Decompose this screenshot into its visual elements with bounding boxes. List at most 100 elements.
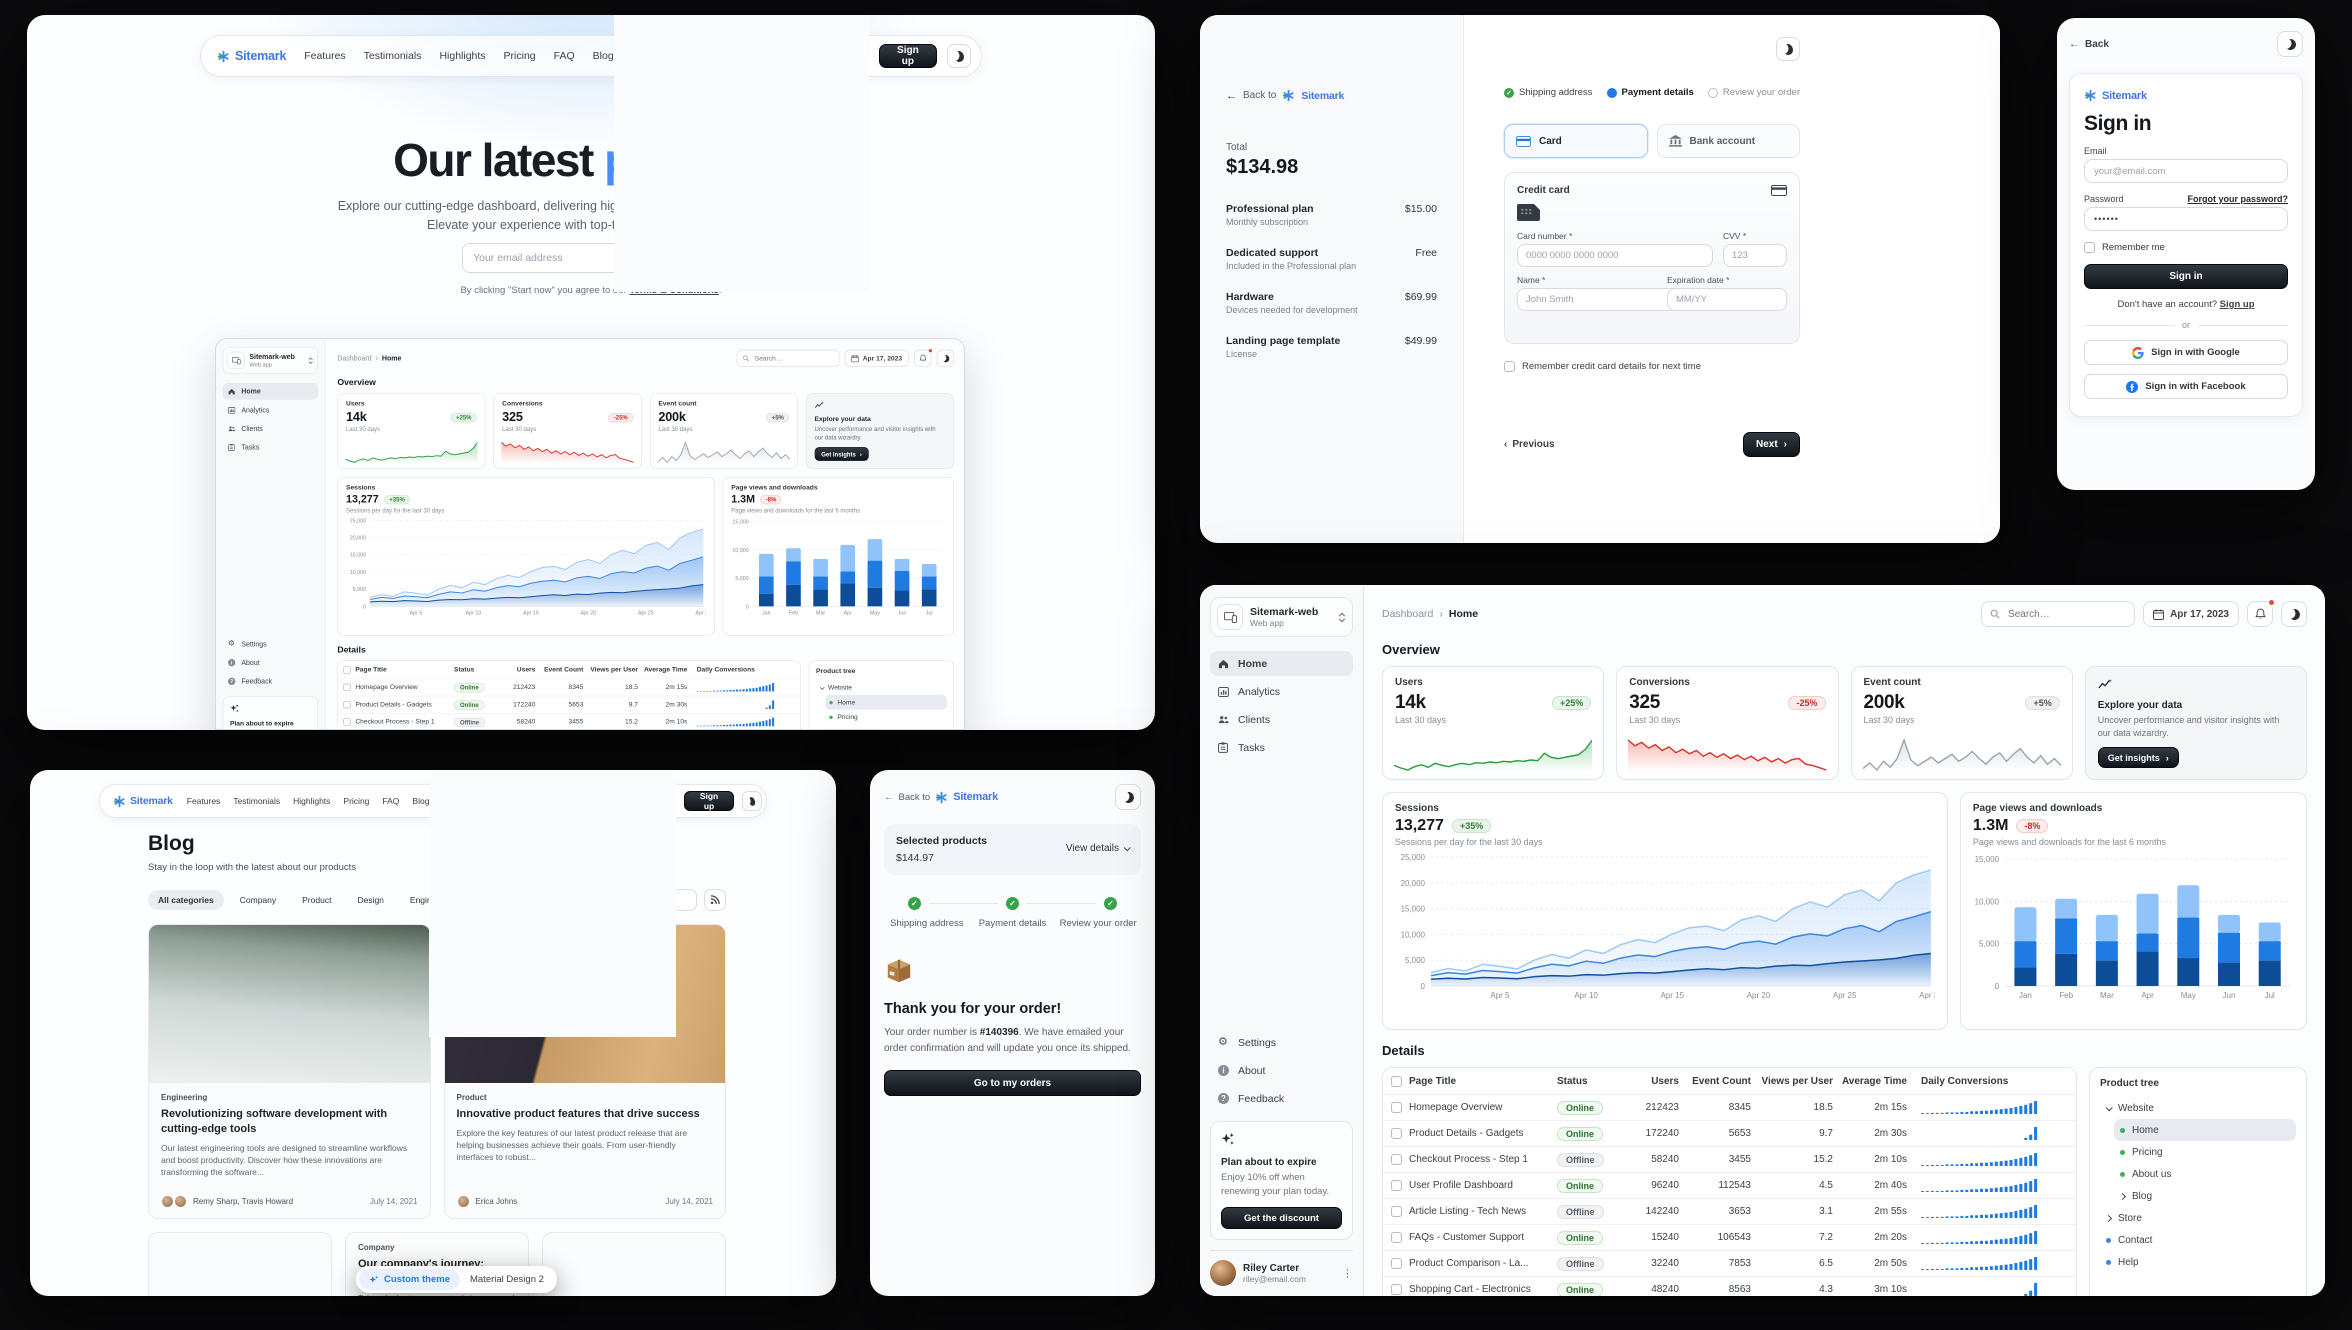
nav-link-pricing[interactable]: Pricing xyxy=(503,50,536,62)
table-row[interactable]: Shopping Cart - Electronics Online 48240… xyxy=(1383,1277,2076,1296)
row-checkbox[interactable] xyxy=(343,701,351,709)
checkbox[interactable] xyxy=(2084,242,2095,253)
next-button[interactable]: Next › xyxy=(1742,432,1800,457)
password-input[interactable]: •••••• xyxy=(2084,207,2288,231)
sidebar-item-about[interactable]: i About xyxy=(1210,1058,1353,1083)
theme-toggle-button[interactable] xyxy=(1115,784,1141,810)
table-row[interactable]: Checkout Process - Step 1 Offline 58240 … xyxy=(338,714,800,729)
sidebar-item-analytics[interactable]: Analytics xyxy=(223,402,318,419)
expiration-input[interactable] xyxy=(1667,288,1787,311)
sidebar-item-home[interactable]: Home xyxy=(1210,651,1353,676)
signup-button[interactable]: Sign up xyxy=(684,791,734,811)
theme-toggle-button[interactable] xyxy=(1776,37,1800,61)
table-row[interactable]: Homepage Overview Online 212423 8345 18.… xyxy=(338,679,801,697)
tree-item-blog[interactable]: Blog xyxy=(2114,1185,2296,1207)
email-input[interactable] xyxy=(462,243,633,273)
chip-all-categories[interactable]: All categories xyxy=(148,890,224,910)
row-checkbox[interactable] xyxy=(1390,1284,1402,1295)
payment-method-card[interactable]: Card xyxy=(1504,124,1648,158)
checkbox[interactable] xyxy=(1504,361,1515,372)
notifications-button[interactable] xyxy=(2247,599,2275,627)
theme-toggle-button[interactable] xyxy=(947,44,971,68)
date-picker-button[interactable]: Apr 17, 2023 xyxy=(844,349,909,368)
sidebar-item-settings[interactable]: ⚙ Settings xyxy=(228,639,267,649)
select-all-checkbox[interactable] xyxy=(343,666,351,674)
sidebar-item-clients[interactable]: Clients xyxy=(223,420,318,437)
table-row[interactable]: Homepage Overview Online 212423 8345 18.… xyxy=(1383,1095,2076,1121)
facebook-signin-button[interactable]: Sign in with Facebook xyxy=(2084,374,2288,399)
theme-toggle-button[interactable] xyxy=(936,349,955,368)
step-shipping-address[interactable]: ✓ Shipping address xyxy=(1504,87,1592,98)
nav-link-highlights[interactable]: Highlights xyxy=(293,796,331,806)
back-to-home-link[interactable]: ← Back to Sitemark xyxy=(884,791,999,803)
tree-item-pricing[interactable]: Pricing xyxy=(2114,1141,2296,1163)
get-insights-button[interactable]: Get insights › xyxy=(2097,747,2179,769)
sidebar-item-tasks[interactable]: Tasks xyxy=(223,439,318,456)
more-options-icon[interactable]: ⋮ xyxy=(1342,1267,1353,1280)
chip-design[interactable]: Design xyxy=(357,895,384,905)
view-details-button[interactable]: View details xyxy=(1066,843,1131,854)
stat-card-event-count[interactable]: Event count 200k +5% Last 30 days xyxy=(1850,666,2073,780)
row-checkbox[interactable] xyxy=(1390,1206,1402,1217)
table-row[interactable]: User Profile Dashboard Online 96240 1125… xyxy=(1383,1173,2076,1199)
nav-link-highlights[interactable]: Highlights xyxy=(439,50,486,62)
google-signin-button[interactable]: Sign in with Google xyxy=(2084,340,2288,365)
theme-toggle-button[interactable] xyxy=(2277,31,2303,57)
signin-link[interactable]: Sign in xyxy=(613,15,869,292)
step-review-order[interactable]: Review your order xyxy=(1707,87,1800,98)
brand[interactable]: Sitemark xyxy=(113,795,173,808)
nav-link-faq[interactable]: FAQ xyxy=(553,50,575,62)
payment-method-bank[interactable]: Bank account xyxy=(1656,124,1800,158)
sidebar-item-feedback[interactable]: ? Feedback xyxy=(1210,1086,1353,1111)
signin-submit-button[interactable]: Sign in xyxy=(2084,264,2288,289)
row-checkbox[interactable] xyxy=(1390,1154,1402,1165)
cvv-input[interactable] xyxy=(1723,244,1787,267)
row-checkbox[interactable] xyxy=(1390,1232,1402,1243)
nav-link-testimonials[interactable]: Testimonials xyxy=(233,796,281,806)
nav-link-testimonials[interactable]: Testimonials xyxy=(363,50,422,62)
stat-card-users[interactable]: Users 14k +25% Last 30 days xyxy=(1382,666,1605,780)
sidebar-item-about[interactable]: i About xyxy=(223,655,318,672)
card-number-input[interactable] xyxy=(1517,244,1713,267)
table-row[interactable]: Product Details - Gadgets Online 172240 … xyxy=(1383,1121,2076,1147)
breadcrumb-root[interactable]: Dashboard xyxy=(1382,608,1434,620)
tree-item-website[interactable]: Website xyxy=(816,680,947,695)
nav-link-blog[interactable]: Blog xyxy=(592,50,614,62)
table-row[interactable]: FAQs - Customer Support Online 15240 106… xyxy=(1383,1225,2076,1251)
row-checkbox[interactable] xyxy=(1390,1258,1402,1269)
date-picker-button[interactable]: Apr 17, 2023 xyxy=(2143,601,2239,627)
nav-link-features[interactable]: Features xyxy=(304,50,346,62)
row-checkbox[interactable] xyxy=(343,683,351,692)
stat-card-conversions[interactable]: Conversions 325 -25% Last 30 days xyxy=(493,393,642,470)
table-row[interactable]: Article Listing - Tech News Offline 1422… xyxy=(1383,1199,2076,1225)
signup-link[interactable]: Sign up xyxy=(2219,299,2255,310)
sidebar-item-clients[interactable]: Clients xyxy=(1210,707,1353,732)
row-checkbox[interactable] xyxy=(1390,1102,1402,1113)
stat-card-event-count[interactable]: Event count 200k +5% Last 30 days xyxy=(649,393,798,470)
dashboard-search-input[interactable] xyxy=(2006,607,2127,621)
dashboard-search-input[interactable] xyxy=(753,354,834,363)
back-button[interactable]: ← Back xyxy=(2069,38,2109,50)
tree-item-home[interactable]: Home xyxy=(2114,1119,2296,1141)
remember-me-row[interactable]: Remember me xyxy=(2084,242,2288,253)
blog-card-image[interactable] xyxy=(542,1232,726,1296)
nav-link-pricing[interactable]: Pricing xyxy=(343,796,370,806)
table-row[interactable]: Product Details - Gadgets Online 172240 … xyxy=(338,696,801,714)
tree-item-home[interactable]: Home xyxy=(825,695,947,710)
sidebar-item-tasks[interactable]: Tasks xyxy=(1210,735,1353,760)
cardholder-name-input[interactable] xyxy=(1517,288,1713,311)
step-payment-details[interactable]: Payment details xyxy=(1606,87,1694,98)
theme-toggle-button[interactable] xyxy=(2281,601,2307,627)
tree-item-store[interactable]: Store xyxy=(2100,1207,2296,1229)
tree-item-help[interactable]: Help xyxy=(2100,1251,2296,1273)
nav-link-faq[interactable]: FAQ xyxy=(382,796,400,806)
breadcrumb-root[interactable]: Dashboard xyxy=(337,354,372,363)
tree-item-about-us[interactable]: About us xyxy=(825,724,946,729)
nav-link-blog[interactable]: Blog xyxy=(412,796,430,806)
remember-card-checkbox-row[interactable]: Remember credit card details for next ti… xyxy=(1504,361,1800,372)
row-checkbox[interactable] xyxy=(343,718,351,726)
sidebar-item-analytics[interactable]: Analytics xyxy=(1210,679,1353,704)
table-row[interactable]: Product Comparison - La... Offline 32240… xyxy=(1383,1251,2076,1277)
sidebar-item-settings[interactable]: ⚙ Settings xyxy=(1218,1036,1276,1049)
tree-item-website[interactable]: Website xyxy=(2100,1097,2296,1119)
